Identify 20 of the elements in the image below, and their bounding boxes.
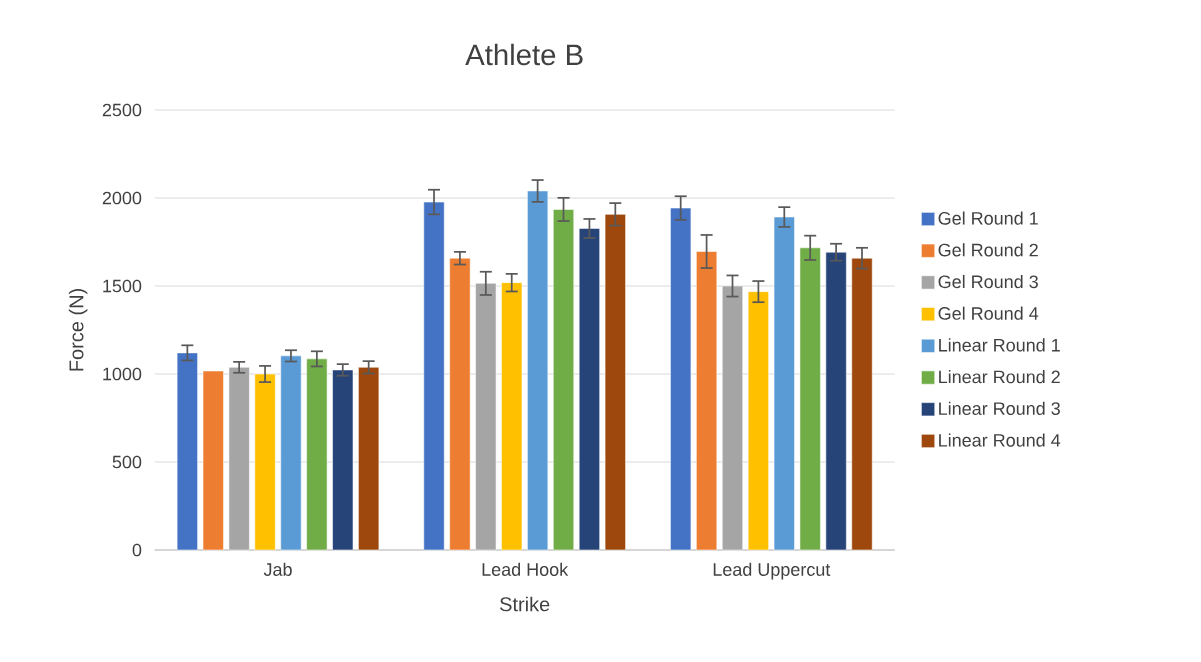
y-tick-label: 500 — [112, 455, 142, 469]
legend-label: Linear Round 4 — [939, 433, 1061, 447]
y-tick-label: 1500 — [103, 279, 142, 293]
x-tick-label: Jab — [263, 562, 292, 576]
legend-label: Linear Round 2 — [939, 370, 1060, 384]
y-axis-title: Force (N) — [68, 289, 88, 371]
x-tick-label: Lead Hook — [482, 562, 569, 576]
y-tick-label: 2000 — [102, 191, 142, 205]
legend-label: Gel Round 3 — [938, 274, 1038, 289]
legend-label: Gel Round 2 — [938, 243, 1038, 257]
chart-title: Athlete B — [465, 43, 583, 66]
y-tick-label: 0 — [132, 543, 142, 557]
x-tick-label: Lead Uppercut — [713, 562, 831, 580]
legend-label: Gel Round 4 — [938, 306, 1039, 320]
y-tick-label: 2500 — [102, 103, 142, 117]
legend-label: Linear Round 1 — [939, 338, 1060, 352]
legend-label: Linear Round 3 — [939, 401, 1060, 415]
x-axis-title: Strike — [500, 596, 550, 612]
legend-label: Gel Round 1 — [938, 211, 1038, 225]
y-tick-label: 1000 — [103, 367, 142, 381]
